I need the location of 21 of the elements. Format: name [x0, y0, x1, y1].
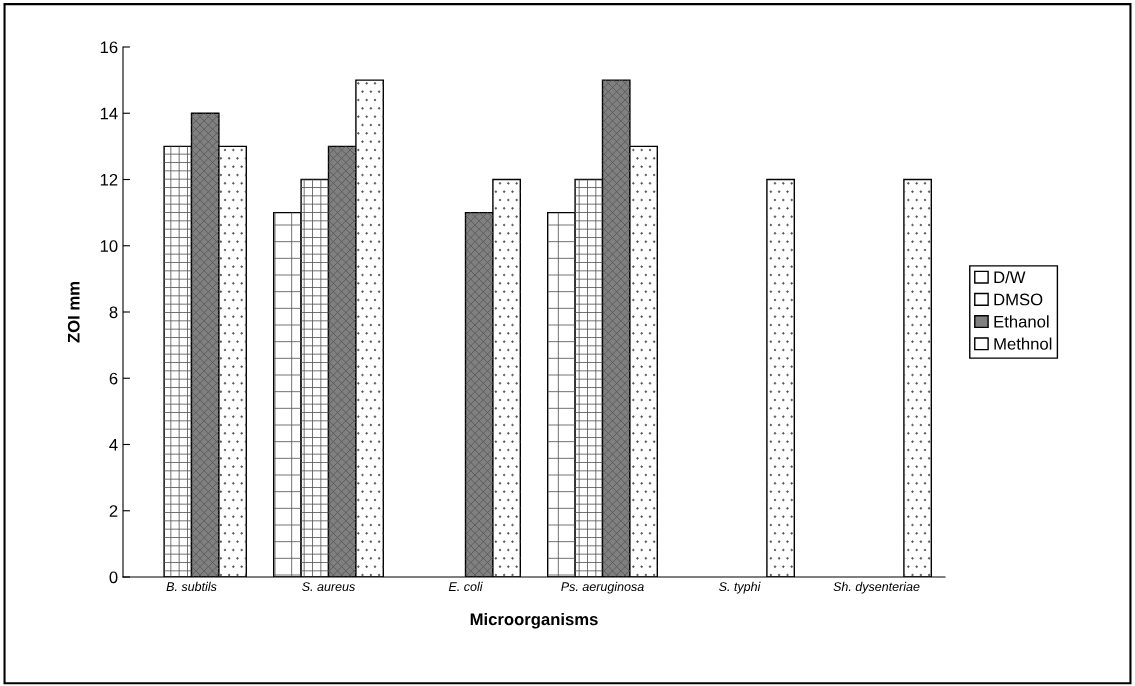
legend-label: D/W [994, 270, 1026, 284]
x-tick-label: E. coli [448, 581, 483, 592]
x-tick-label: S. aureus [302, 582, 355, 592]
legend-label: Ethanol [994, 315, 1049, 328]
y-axis-title: ZOI mm [67, 282, 80, 343]
y-tick-label: 0 [109, 571, 118, 584]
y-tick-label: 2 [109, 505, 118, 517]
y-tick-label: 10 [100, 240, 118, 252]
x-axis-title: Microorganisms [470, 612, 598, 629]
x-tick-label: Ps. aeruginosa [561, 581, 644, 594]
y-tick-label: 8 [109, 306, 118, 319]
x-tick-label: B. subtils [166, 581, 217, 592]
x-tick-label: S. typhi [719, 581, 761, 594]
x-tick-label: Sh. dysenteriae [833, 581, 920, 594]
y-tick-label: 12 [100, 173, 118, 186]
legend-label: Methnol [994, 337, 1052, 350]
y-tick-label: 6 [109, 372, 118, 385]
legend-label: DMSO [994, 293, 1043, 306]
y-tick-label: 4 [109, 439, 118, 451]
y-tick-label: 16 [100, 41, 118, 54]
y-tick-label: 14 [100, 107, 118, 120]
